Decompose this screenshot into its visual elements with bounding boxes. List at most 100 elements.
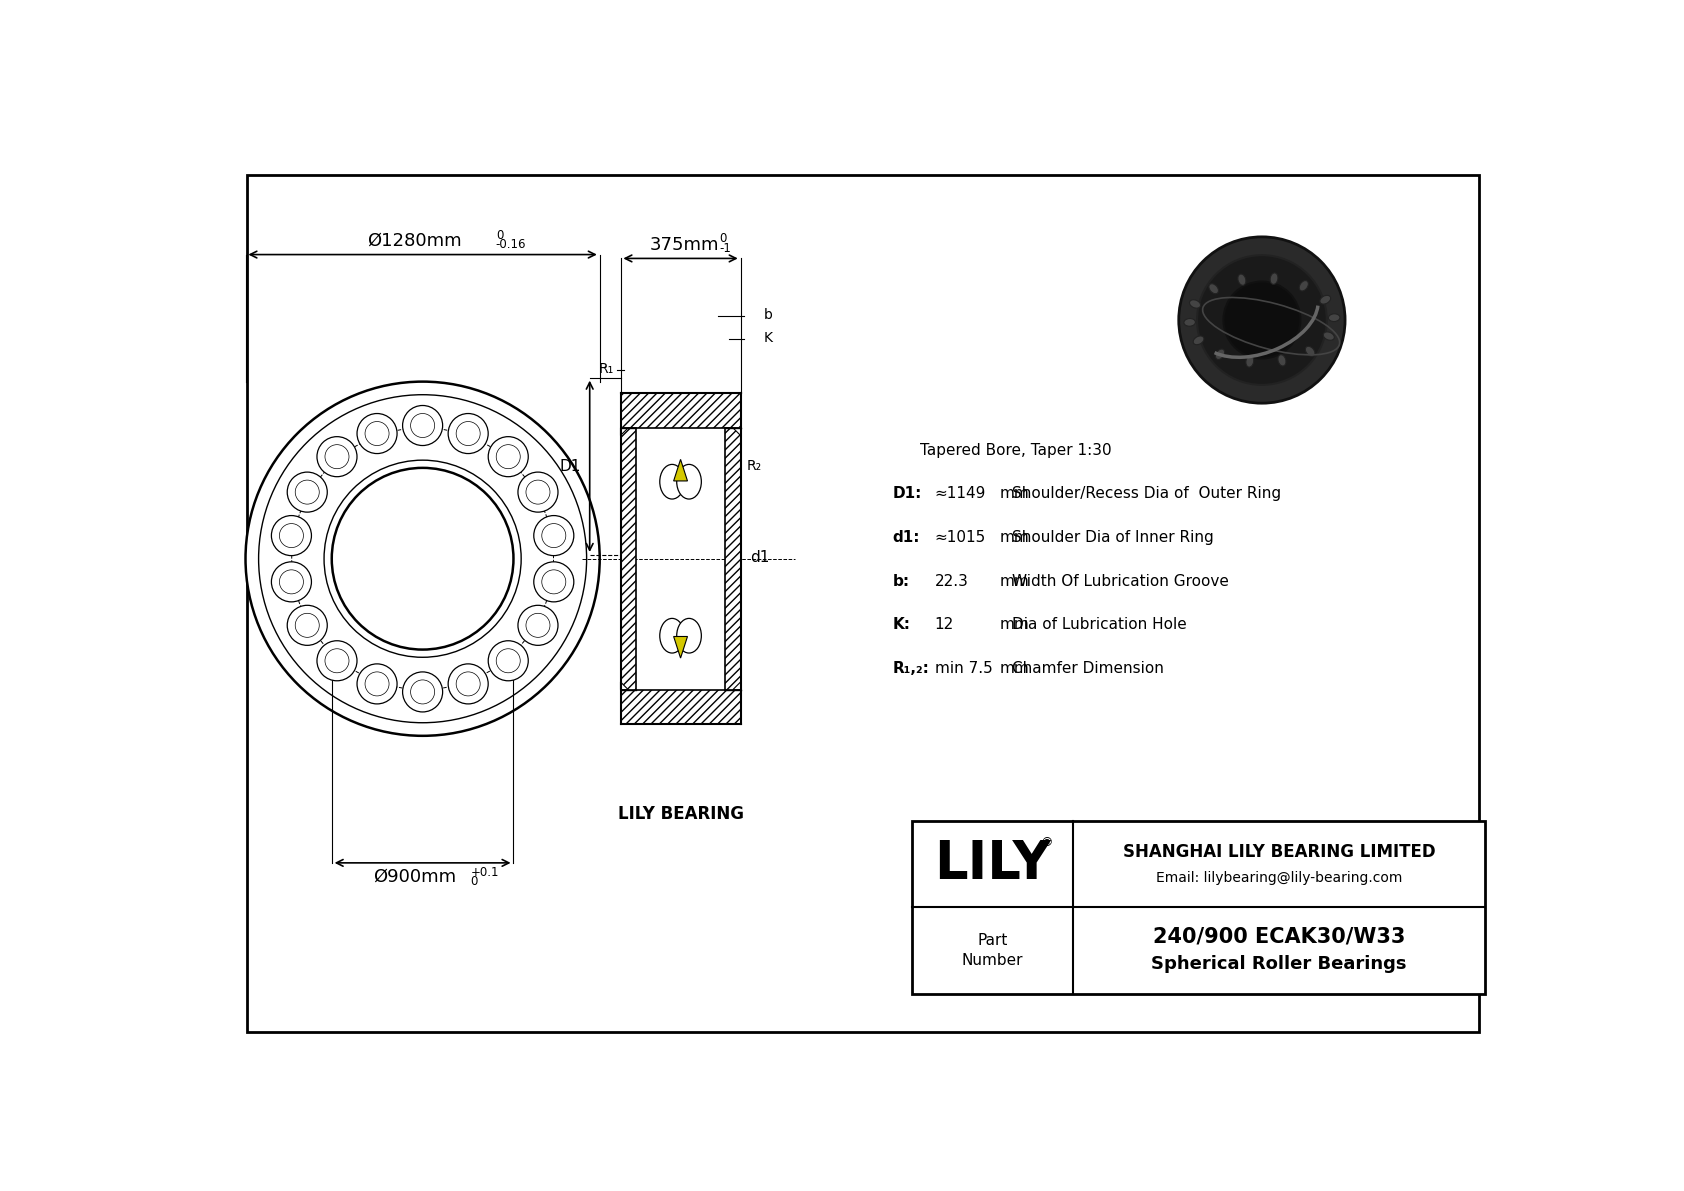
Text: Ø900mm: Ø900mm — [374, 867, 456, 885]
Ellipse shape — [660, 464, 684, 499]
Text: Width Of Lubrication Groove: Width Of Lubrication Groove — [1012, 574, 1229, 588]
Circle shape — [357, 663, 397, 704]
Bar — [620, 690, 741, 724]
Circle shape — [246, 381, 600, 736]
Ellipse shape — [1329, 313, 1340, 322]
Text: 240/900 ECAK30/W33: 240/900 ECAK30/W33 — [1154, 927, 1406, 947]
Circle shape — [488, 437, 529, 476]
Circle shape — [525, 480, 551, 504]
Circle shape — [402, 405, 443, 445]
Text: ®: ® — [1041, 836, 1052, 849]
Circle shape — [332, 468, 514, 649]
Circle shape — [317, 437, 357, 476]
Text: R₁,₂:: R₁,₂: — [893, 661, 930, 676]
Circle shape — [317, 641, 357, 681]
Text: R₂: R₂ — [746, 460, 761, 473]
Text: min 7.5: min 7.5 — [935, 661, 992, 676]
Text: ≈1015: ≈1015 — [935, 530, 985, 544]
Ellipse shape — [1216, 349, 1224, 360]
Polygon shape — [620, 682, 628, 690]
Text: d1: d1 — [749, 550, 770, 565]
Text: Shoulder Dia of Inner Ring: Shoulder Dia of Inner Ring — [1012, 530, 1214, 544]
Ellipse shape — [1194, 336, 1204, 344]
Text: -0.16: -0.16 — [495, 238, 527, 251]
Ellipse shape — [1305, 347, 1315, 356]
Circle shape — [1197, 255, 1327, 385]
Circle shape — [271, 516, 312, 556]
Circle shape — [259, 394, 586, 723]
Circle shape — [288, 472, 327, 512]
Text: 375mm: 375mm — [650, 236, 719, 254]
Text: Email: lilybearing@lily-bearing.com: Email: lilybearing@lily-bearing.com — [1155, 871, 1403, 885]
Circle shape — [288, 605, 327, 646]
Circle shape — [542, 569, 566, 594]
Polygon shape — [733, 682, 741, 690]
Circle shape — [402, 672, 443, 712]
Ellipse shape — [1324, 332, 1334, 341]
Text: Ø1280mm: Ø1280mm — [367, 232, 461, 250]
Text: 0: 0 — [495, 229, 504, 242]
Circle shape — [325, 444, 349, 469]
Circle shape — [542, 524, 566, 548]
Text: D1: D1 — [559, 459, 581, 474]
Ellipse shape — [1320, 295, 1330, 304]
Ellipse shape — [1184, 318, 1196, 326]
Bar — [911, 821, 1485, 993]
Ellipse shape — [677, 464, 701, 499]
Circle shape — [488, 641, 529, 681]
Text: LILY BEARING: LILY BEARING — [618, 805, 744, 823]
Ellipse shape — [1189, 300, 1201, 308]
Text: Part
Number: Part Number — [962, 933, 1024, 968]
Circle shape — [525, 613, 551, 637]
Circle shape — [323, 460, 520, 657]
Circle shape — [295, 480, 320, 504]
Circle shape — [411, 680, 434, 704]
Ellipse shape — [677, 618, 701, 653]
Bar — [620, 393, 741, 428]
Text: Dia of Lubrication Hole: Dia of Lubrication Hole — [1012, 617, 1187, 632]
Text: K: K — [765, 331, 773, 344]
Text: Chamfer Dimension: Chamfer Dimension — [1012, 661, 1164, 676]
Text: 0: 0 — [470, 875, 478, 888]
Circle shape — [448, 413, 488, 454]
Circle shape — [534, 516, 574, 556]
Ellipse shape — [660, 618, 684, 653]
Text: mm: mm — [1000, 661, 1031, 676]
Text: Spherical Roller Bearings: Spherical Roller Bearings — [1152, 955, 1408, 973]
Bar — [726, 428, 741, 690]
Ellipse shape — [1270, 273, 1278, 285]
Circle shape — [519, 605, 557, 646]
Text: -1: -1 — [719, 242, 731, 255]
Text: +0.1: +0.1 — [470, 866, 498, 879]
Ellipse shape — [1238, 274, 1246, 286]
Circle shape — [519, 472, 557, 512]
Ellipse shape — [1278, 355, 1287, 366]
Polygon shape — [620, 428, 628, 436]
Ellipse shape — [1246, 356, 1253, 367]
Circle shape — [497, 649, 520, 673]
Circle shape — [357, 413, 397, 454]
Text: LILY: LILY — [935, 837, 1051, 890]
Ellipse shape — [1300, 281, 1308, 291]
Text: ≈1149: ≈1149 — [935, 486, 987, 500]
Circle shape — [365, 672, 389, 696]
Text: R₁: R₁ — [600, 362, 615, 375]
Polygon shape — [674, 460, 687, 481]
Text: d1:: d1: — [893, 530, 919, 544]
Polygon shape — [674, 636, 687, 659]
Circle shape — [497, 444, 520, 469]
Text: b: b — [765, 307, 773, 322]
Text: mm: mm — [1000, 530, 1031, 544]
Text: mm: mm — [1000, 486, 1031, 500]
Text: Shoulder/Recess Dia of  Outer Ring: Shoulder/Recess Dia of Outer Ring — [1012, 486, 1282, 500]
Polygon shape — [733, 428, 741, 436]
Circle shape — [448, 663, 488, 704]
Circle shape — [456, 422, 480, 445]
Text: mm: mm — [1000, 617, 1031, 632]
Text: b:: b: — [893, 574, 909, 588]
Bar — [620, 428, 637, 690]
Circle shape — [1179, 237, 1346, 404]
Text: 22.3: 22.3 — [935, 574, 968, 588]
Circle shape — [365, 422, 389, 445]
Text: mm: mm — [1000, 574, 1031, 588]
